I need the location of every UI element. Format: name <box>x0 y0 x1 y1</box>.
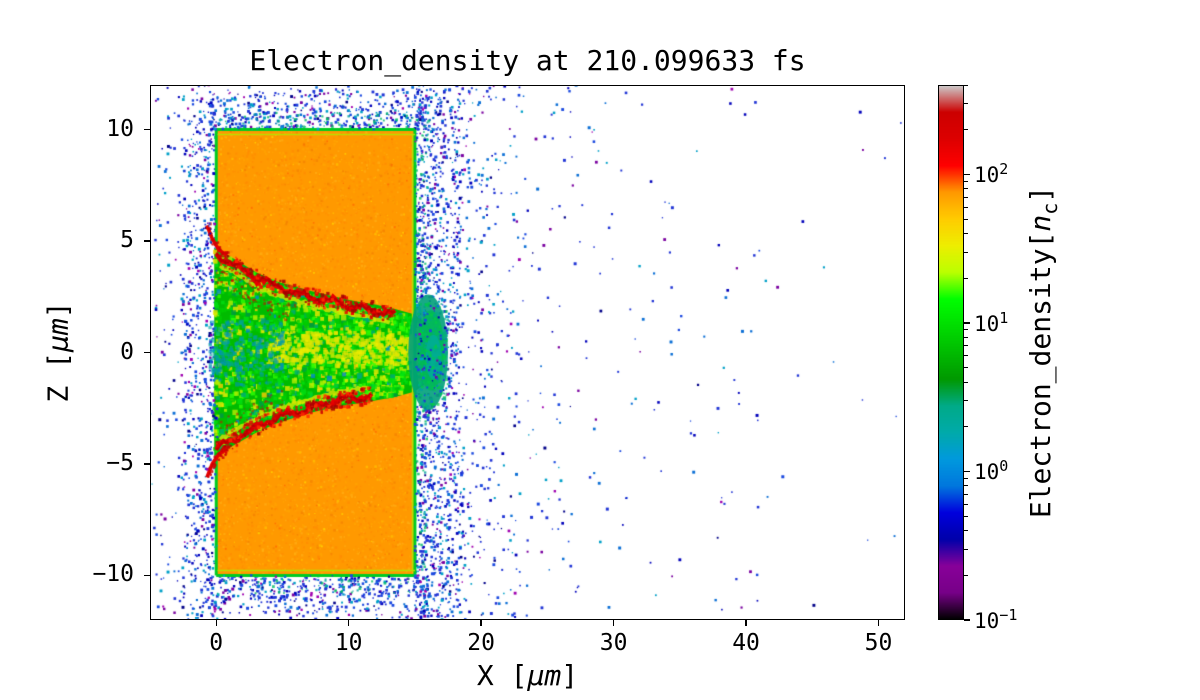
colorbar-minor-tick <box>964 355 968 357</box>
colorbar-minor-tick <box>964 400 968 402</box>
colorbar-minor-tick <box>964 251 968 253</box>
y-tick-label: −5 <box>106 449 134 476</box>
colorbar-minor-tick <box>964 381 968 383</box>
colorbar-minor-tick <box>964 345 968 347</box>
colorbar-minor-tick <box>964 180 968 182</box>
x-tick <box>745 620 747 626</box>
colorbar-label-text: Electron_density[ <box>1024 231 1058 519</box>
x-tick-label: 50 <box>864 630 893 656</box>
x-tick-label: 30 <box>599 630 628 656</box>
x-axis-label: X [μm] <box>150 659 905 692</box>
y-tick <box>144 351 150 354</box>
colorbar-minor-tick <box>964 485 968 487</box>
x-tick-label: 20 <box>467 630 495 656</box>
colorbar-minor-tick <box>964 367 968 369</box>
colorbar-minor-tick <box>964 218 968 220</box>
y-tick-label: 5 <box>120 227 134 254</box>
colorbar-minor-tick <box>964 233 968 235</box>
x-axis-label-close: ] <box>561 659 579 692</box>
colorbar-minor-tick <box>964 574 968 576</box>
y-tick <box>144 240 150 242</box>
x-axis-label-unit: μm <box>527 659 562 692</box>
y-tick-label: −10 <box>92 561 134 588</box>
colorbar-minor-tick <box>964 188 968 190</box>
colorbar-minor-tick <box>964 103 968 105</box>
x-tick <box>877 620 880 626</box>
colorbar-minor-tick <box>964 196 968 198</box>
colorbar-tick-label: 100 <box>974 457 1009 485</box>
x-tick-label: 0 <box>209 630 224 656</box>
chart-title: Electron_density at 210.099633 fs <box>249 44 806 77</box>
colorbar-label-close: ] <box>1024 185 1058 203</box>
colorbar-label-symbol: n <box>1024 214 1058 232</box>
x-axis-label-text: X [ <box>476 659 528 692</box>
colorbar-tick <box>964 173 970 176</box>
colorbar-minor-tick <box>964 277 968 279</box>
y-tick-label: 10 <box>106 115 134 142</box>
colorbar-tick <box>964 322 970 324</box>
colorbar-minor-tick <box>964 548 968 550</box>
y-tick <box>144 128 150 131</box>
colorbar-minor-tick <box>964 129 968 131</box>
y-tick <box>144 463 150 465</box>
colorbar-minor-tick <box>964 530 968 532</box>
x-tick <box>612 620 615 626</box>
colorbar-minor-tick <box>964 426 968 428</box>
x-tick <box>215 620 217 626</box>
colorbar-gradient-canvas <box>938 85 964 620</box>
y-tick <box>144 574 150 577</box>
colorbar-tick <box>964 470 970 473</box>
y-axis-label-close: ] <box>41 301 75 319</box>
x-tick-label: 40 <box>732 630 760 656</box>
colorbar-minor-tick <box>964 336 968 338</box>
colorbar-label-subscript: c <box>1037 202 1062 215</box>
colorbar-tick-label: 102 <box>974 160 1009 188</box>
colorbar-minor-tick <box>964 206 968 208</box>
colorbar-minor-tick <box>964 493 968 495</box>
colorbar-tick <box>964 619 970 621</box>
density-heatmap-canvas <box>150 85 905 620</box>
y-tick-label: 0 <box>120 338 134 365</box>
colorbar-label: Electron_density[nc] <box>1024 186 1062 518</box>
colorbar-tick-label: 101 <box>974 308 1009 336</box>
colorbar-tick-label: 10−1 <box>974 606 1018 633</box>
colorbar-minor-tick <box>964 477 968 479</box>
colorbar-minor-tick <box>964 503 968 505</box>
colorbar-minor-tick <box>964 84 968 86</box>
colorbar-minor-tick <box>964 515 968 517</box>
x-tick <box>480 620 482 626</box>
colorbar-minor-tick <box>964 329 968 331</box>
x-tick <box>348 620 350 626</box>
x-tick-label: 10 <box>334 630 363 656</box>
